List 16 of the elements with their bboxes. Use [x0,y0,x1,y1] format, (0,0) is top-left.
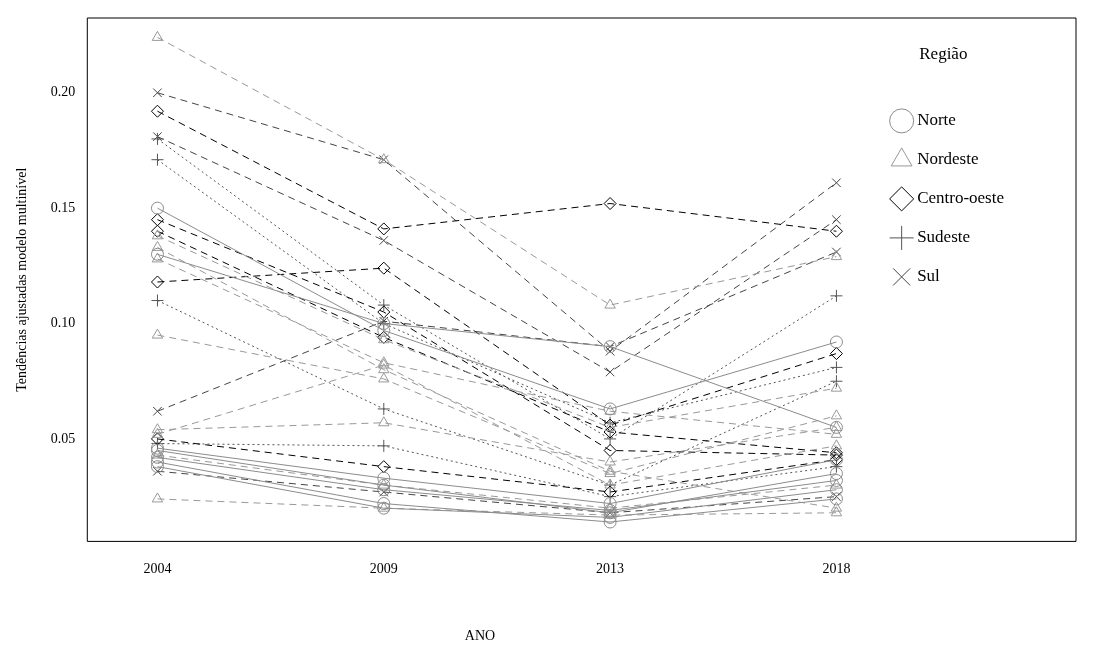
x-axis-title: ANO [464,628,496,644]
x-tick-label: 2009 [369,561,398,577]
legend-label: Sudeste [917,227,971,247]
y-tick-label: 0.05 [50,430,76,446]
y-tick-label: 0.20 [50,84,76,100]
y-axis-title: Tendências ajustadas modelo multinível [14,167,30,392]
legend-label: Centro-oeste [917,188,1004,208]
y-tick-label: 0.10 [50,315,76,331]
legend-label: Nordeste [917,149,979,169]
legend-label: Norte [917,110,956,130]
legend-title: Região [919,43,968,63]
x-tick-label: 2004 [143,561,172,577]
x-tick-label: 2013 [596,561,625,577]
x-tick-label: 2018 [822,561,851,577]
y-tick-label: 0.15 [50,199,76,215]
legend-label: Sul [917,266,941,286]
